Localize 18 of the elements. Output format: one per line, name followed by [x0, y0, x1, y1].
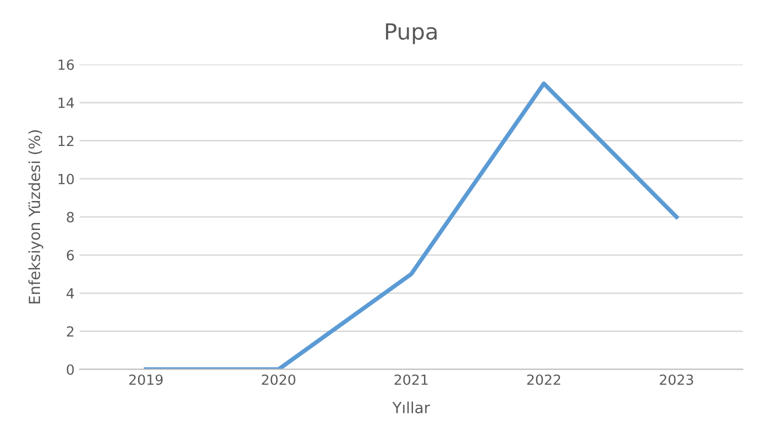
y-tick-label: 8	[66, 212, 74, 222]
x-axis-title: Yıllar	[392, 402, 430, 414]
x-tick-label: 2023	[660, 374, 694, 385]
x-tick-label: 2019	[129, 374, 163, 385]
y-tick-label: 16	[58, 59, 74, 70]
x-tick-label: 2021	[394, 374, 428, 385]
chart-title: Pupa	[386, 23, 437, 44]
y-tick-label: 0	[66, 364, 74, 375]
y-tick-label: 6	[66, 250, 74, 261]
y-tick-label: 10	[58, 174, 74, 184]
y-tick-label: 2	[66, 326, 74, 337]
x-tick-label: 2022	[527, 374, 560, 385]
y-axis-title: Enfeksiyon Yüzdesi (%)	[28, 130, 44, 304]
x-tick-label: 2020	[262, 374, 296, 385]
y-tick-label: 14	[58, 98, 74, 108]
y-tick-label: 12	[58, 136, 74, 146]
y-tick-label: 4	[66, 288, 74, 298]
line-series	[144, 81, 679, 370]
